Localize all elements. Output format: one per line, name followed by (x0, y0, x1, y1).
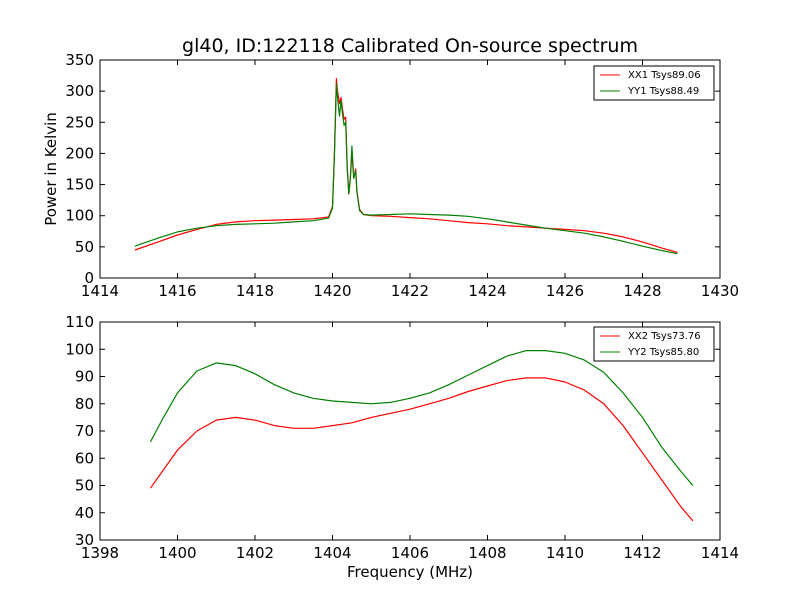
chart-title: gl40, ID:122118 Calibrated On-source spe… (182, 35, 638, 57)
y-tick-label: 70 (75, 422, 94, 440)
x-tick-label: 1418 (236, 282, 274, 300)
y-tick-label: 0 (84, 269, 94, 287)
legend-entry-yy2: YY2 Tsys85.80 (627, 347, 699, 358)
series-lines-2 (149, 350, 694, 522)
axes-ticks-1: 1414 1416 1418 1420 1422 1424 1426 1428 1430 0 50 1… (65, 51, 739, 300)
legend-box-1 (593, 65, 715, 101)
x-axis-label: Frequency (MHz) (347, 563, 473, 581)
y-axis-label-1: Power in Kelvin (42, 112, 60, 226)
legend-entry-xx2: XX2 Tsys73.76 (628, 331, 701, 342)
x-tick-label: 1408 (468, 544, 506, 562)
y-tick-label: 50 (75, 238, 94, 256)
x-tick-label: 1430 (701, 282, 739, 300)
axes-ticks-2: 1398 1400 1402 1404 1406 1408 1410 1412 1414 30 40… (65, 313, 739, 562)
series-line-yy2 (149, 350, 694, 486)
x-tick-label: 1416 (158, 282, 196, 300)
x-tick-label: 1414 (701, 544, 739, 562)
x-tick-label: 1426 (546, 282, 584, 300)
x-tick-label: 1424 (468, 282, 506, 300)
x-tick-label: 1404 (313, 544, 351, 562)
y-tick-label: 90 (75, 368, 94, 386)
y-tick-label: 50 (75, 477, 94, 495)
y-tick-label: 250 (65, 113, 94, 131)
y-tick-label: 150 (65, 176, 94, 194)
y-tick-label: 30 (75, 531, 94, 549)
x-tick-label: 1410 (546, 544, 584, 562)
y-tick-label: 300 (65, 82, 94, 100)
y-tick-label: 80 (75, 395, 94, 413)
x-tick-label: 1398 (81, 544, 119, 562)
series-line-xx2 (149, 377, 694, 522)
x-tick-label: 1400 (158, 544, 196, 562)
panel-on-source-1: 1414 1416 1418 1420 1422 1424 1426 1428 1430 0 50 1… (42, 51, 739, 300)
x-tick-label: 1414 (81, 282, 119, 300)
y-tick-label: 350 (65, 51, 94, 69)
x-tick-label: 1412 (623, 544, 661, 562)
panel-on-source-2: 1398 1400 1402 1404 1406 1408 1410 1412 1414 30 40… (65, 313, 739, 581)
y-tick-label: 110 (65, 313, 94, 331)
x-tick-label: 1422 (391, 282, 429, 300)
y-tick-label: 100 (65, 207, 94, 225)
series-lines-1 (134, 78, 678, 255)
series-line-xx1 (134, 78, 678, 254)
legend-2: XX2 Tsys73.76 YY2 Tsys85.80 (593, 326, 715, 362)
legend-entry-xx1: XX1 Tsys89.06 (628, 70, 701, 81)
y-tick-label: 100 (65, 340, 94, 358)
series-line-yy1 (134, 83, 678, 255)
y-tick-label: 60 (75, 449, 94, 467)
x-tick-label: 1420 (313, 282, 351, 300)
y-tick-label: 200 (65, 144, 94, 162)
legend-entry-yy1: YY1 Tsys88.49 (627, 86, 699, 97)
x-tick-label: 1428 (623, 282, 661, 300)
x-tick-label: 1402 (236, 544, 274, 562)
legend-box-2 (593, 326, 715, 362)
x-tick-label: 1406 (391, 544, 429, 562)
legend-1: XX1 Tsys89.06 YY1 Tsys88.49 (593, 65, 715, 101)
y-tick-label: 40 (75, 504, 94, 522)
